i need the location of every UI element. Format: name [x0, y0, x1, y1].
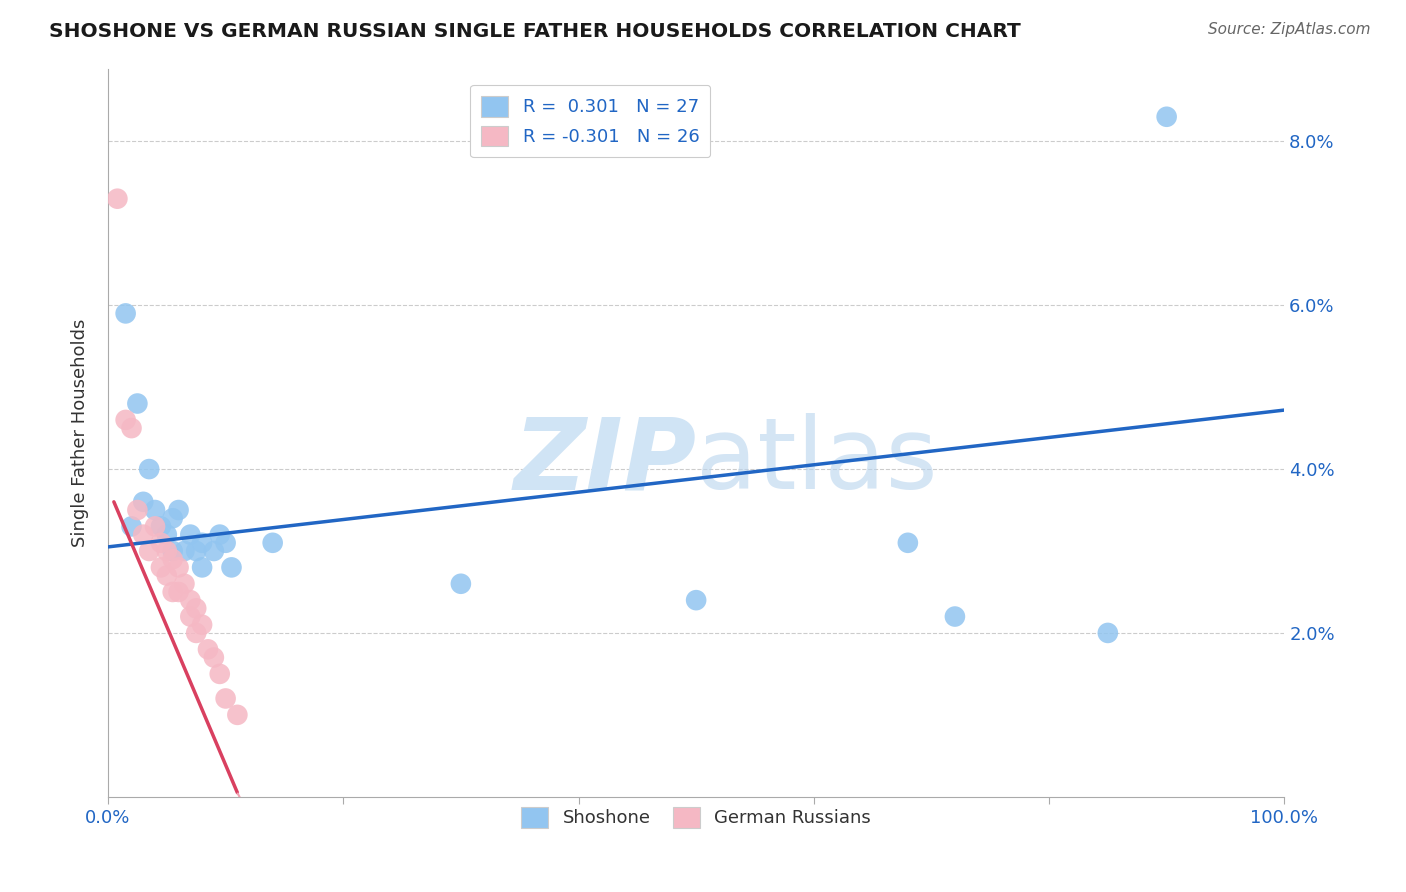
Point: [179, 527, 201, 541]
Point: [132, 495, 155, 509]
Point: [214, 536, 236, 550]
Text: atlas: atlas: [696, 413, 938, 510]
Point: [149, 560, 172, 574]
Text: ZIP: ZIP: [513, 413, 696, 510]
Point: [127, 396, 149, 410]
Point: [143, 519, 166, 533]
Point: [114, 413, 136, 427]
Point: [191, 617, 214, 632]
Point: [162, 544, 184, 558]
Point: [202, 650, 225, 665]
Point: [138, 462, 160, 476]
Point: [186, 544, 208, 558]
Y-axis label: Single Father Households: Single Father Households: [72, 318, 89, 547]
Point: [214, 691, 236, 706]
Point: [191, 560, 214, 574]
Point: [221, 560, 243, 574]
Point: [943, 609, 966, 624]
Point: [202, 544, 225, 558]
Point: [127, 503, 149, 517]
Point: [156, 568, 179, 582]
Point: [262, 536, 284, 550]
Point: [121, 519, 143, 533]
Point: [162, 511, 184, 525]
Point: [105, 192, 128, 206]
Point: [114, 306, 136, 320]
Point: [1156, 110, 1178, 124]
Point: [1097, 626, 1119, 640]
Point: [121, 421, 143, 435]
Point: [191, 536, 214, 550]
Point: [167, 503, 190, 517]
Point: [685, 593, 707, 607]
Text: Source: ZipAtlas.com: Source: ZipAtlas.com: [1208, 22, 1371, 37]
Point: [162, 585, 184, 599]
Point: [186, 626, 208, 640]
Point: [186, 601, 208, 615]
Point: [167, 560, 190, 574]
Point: [156, 544, 179, 558]
Point: [173, 544, 195, 558]
Point: [149, 536, 172, 550]
Point: [208, 527, 231, 541]
Point: [143, 503, 166, 517]
Point: [138, 544, 160, 558]
Point: [450, 576, 472, 591]
Point: [167, 585, 190, 599]
Point: [897, 536, 920, 550]
Legend: Shoshone, German Russians: Shoshone, German Russians: [515, 800, 879, 835]
Point: [132, 527, 155, 541]
Point: [162, 552, 184, 566]
Point: [179, 593, 201, 607]
Point: [197, 642, 219, 657]
Point: [173, 576, 195, 591]
Point: [208, 666, 231, 681]
Text: SHOSHONE VS GERMAN RUSSIAN SINGLE FATHER HOUSEHOLDS CORRELATION CHART: SHOSHONE VS GERMAN RUSSIAN SINGLE FATHER…: [49, 22, 1021, 41]
Point: [179, 609, 201, 624]
Point: [156, 527, 179, 541]
Point: [226, 707, 249, 722]
Point: [149, 519, 172, 533]
